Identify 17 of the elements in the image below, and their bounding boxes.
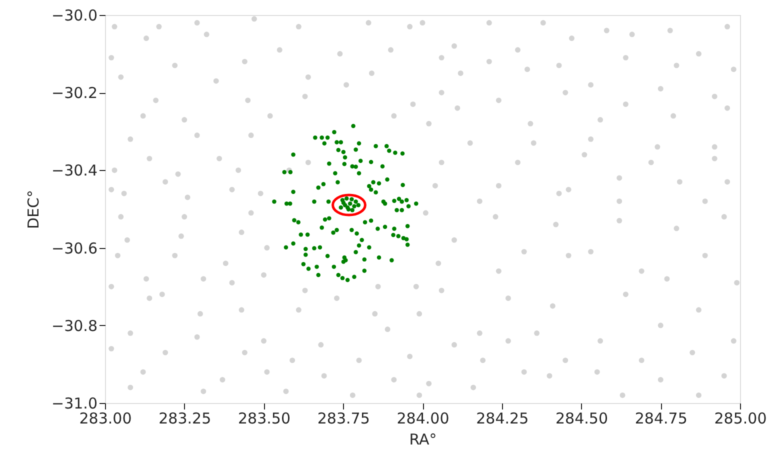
y-tick-label: −30.8 [52,316,98,335]
y-tick-label: −30.2 [52,84,98,102]
x-tick-label: 284.50 [556,410,608,428]
x-tick-label: 283.00 [79,410,132,428]
x-tick-label: 284.75 [634,410,688,428]
x-tick-label: 283.25 [158,410,212,428]
y-axis-title: DEC° [24,190,43,230]
y-tick-label: −30.0 [52,6,98,24]
y-tick-label: −30.4 [52,162,98,180]
x-tick-label: 284.25 [476,410,529,428]
x-tick-label: 283.75 [317,410,370,428]
x-tick-label: 284.00 [396,410,450,428]
x-tick-label: 285.00 [714,410,767,428]
y-tick-label: −30.6 [52,239,98,258]
x-axis-title: RA° [409,430,437,448]
x-tick-label: 283.50 [238,410,290,428]
y-tick-label: −31.0 [52,394,98,412]
